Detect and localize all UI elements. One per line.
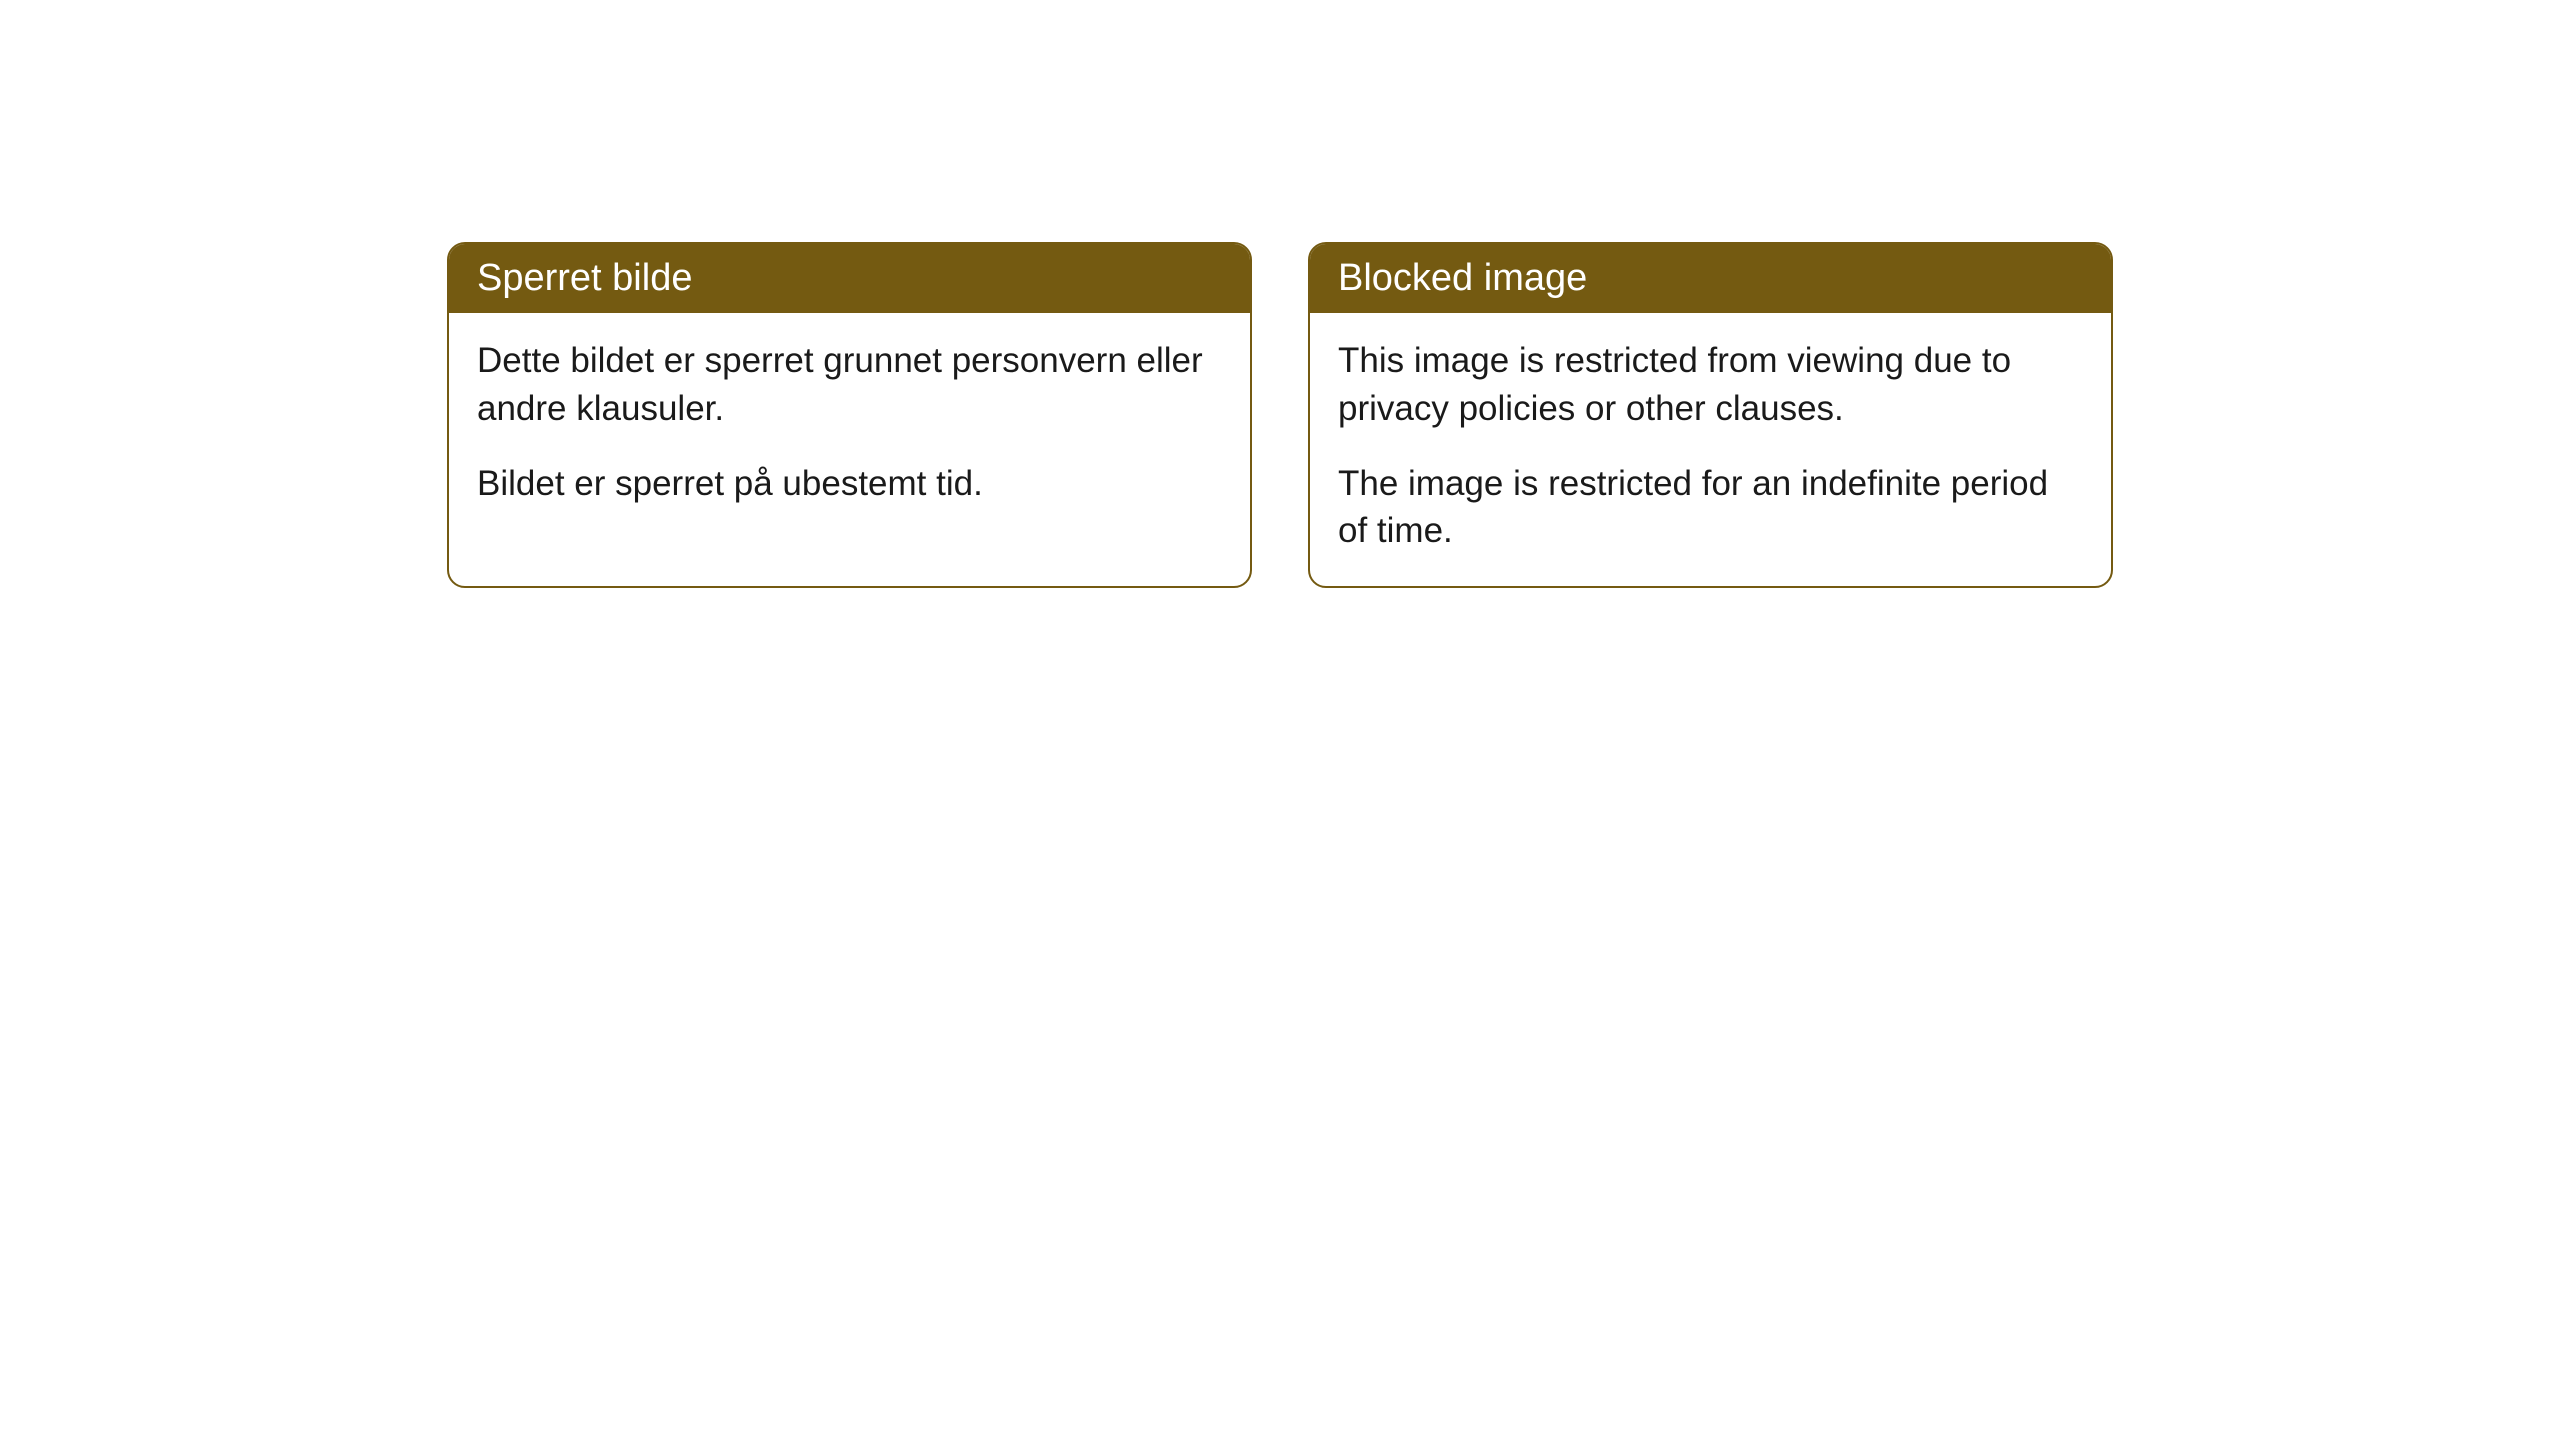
card-header: Sperret bilde bbox=[449, 244, 1250, 313]
cards-container: Sperret bilde Dette bildet er sperret gr… bbox=[0, 242, 2560, 588]
card-paragraph-1: This image is restricted from viewing du… bbox=[1338, 337, 2083, 432]
card-body: This image is restricted from viewing du… bbox=[1310, 313, 2111, 586]
card-paragraph-1: Dette bildet er sperret grunnet personve… bbox=[477, 337, 1222, 432]
card-header: Blocked image bbox=[1310, 244, 2111, 313]
card-body: Dette bildet er sperret grunnet personve… bbox=[449, 313, 1250, 539]
card-english: Blocked image This image is restricted f… bbox=[1308, 242, 2113, 588]
card-paragraph-2: Bildet er sperret på ubestemt tid. bbox=[477, 460, 1222, 507]
card-norwegian: Sperret bilde Dette bildet er sperret gr… bbox=[447, 242, 1252, 588]
card-paragraph-2: The image is restricted for an indefinit… bbox=[1338, 460, 2083, 555]
